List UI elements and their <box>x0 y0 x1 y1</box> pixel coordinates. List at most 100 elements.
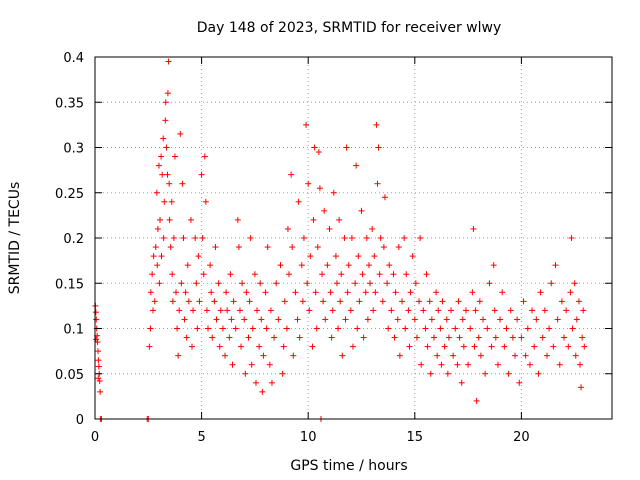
data-point <box>367 280 374 287</box>
data-point <box>309 343 316 350</box>
data-point <box>187 216 194 223</box>
data-point <box>395 244 402 251</box>
data-point <box>411 316 418 323</box>
data-point <box>289 244 296 251</box>
data-point <box>290 352 297 359</box>
data-point <box>150 253 157 260</box>
data-point <box>371 253 378 260</box>
data-point <box>470 225 477 232</box>
data-point <box>193 280 200 287</box>
data-point <box>163 144 170 151</box>
data-point <box>95 357 102 364</box>
data-point <box>249 325 256 332</box>
data-point <box>93 316 100 323</box>
data-point <box>180 235 187 241</box>
data-point <box>262 289 269 296</box>
data-point <box>321 207 328 214</box>
data-point <box>377 235 384 241</box>
data-point <box>396 352 403 359</box>
data-point <box>273 280 280 287</box>
data-point <box>336 216 343 223</box>
data-point <box>227 271 234 278</box>
data-point <box>332 253 339 260</box>
y-tick-label: 0.1 <box>63 323 84 338</box>
data-point <box>149 307 156 314</box>
data-point <box>93 336 100 343</box>
data-point <box>450 352 457 359</box>
data-point <box>522 352 529 359</box>
x-tick-label: 15 <box>407 430 424 445</box>
data-point <box>579 334 586 341</box>
data-point <box>541 307 548 314</box>
data-point <box>503 325 510 332</box>
data-point <box>184 262 191 269</box>
data-point <box>546 325 553 332</box>
data-point <box>424 343 431 350</box>
data-point <box>246 298 253 305</box>
data-point <box>580 307 587 314</box>
data-point <box>260 352 267 359</box>
data-point <box>307 253 314 260</box>
data-point <box>219 325 226 332</box>
data-point <box>572 352 579 359</box>
data-point <box>437 325 444 332</box>
data-point <box>95 363 102 370</box>
data-point <box>356 298 363 305</box>
data-point <box>401 235 408 241</box>
data-point <box>344 289 351 296</box>
data-point <box>491 307 498 314</box>
data-point <box>190 307 197 314</box>
data-point <box>256 343 263 350</box>
data-point <box>548 280 555 287</box>
data-point <box>183 334 190 341</box>
data-point <box>556 361 563 368</box>
x-tick-label: 0 <box>91 430 99 445</box>
data-point <box>235 244 242 251</box>
data-point <box>405 307 412 314</box>
data-point <box>475 334 482 341</box>
y-tick-label: 0.25 <box>55 187 84 202</box>
data-point <box>238 343 245 350</box>
data-point <box>417 235 424 241</box>
data-point <box>165 58 172 65</box>
data-point <box>158 153 165 160</box>
data-point <box>342 316 349 323</box>
data-point <box>354 325 361 332</box>
data-point <box>443 316 450 323</box>
data-point <box>543 352 550 359</box>
data-point <box>97 388 104 395</box>
data-point <box>492 334 499 341</box>
data-point <box>456 334 463 341</box>
data-point <box>394 316 401 323</box>
data-point <box>167 244 174 251</box>
axis-ticks: 0 0.05 0.1 0.15 0.2 0.25 0.3 0.35 0.4 0 5 10 15 20 <box>55 51 612 445</box>
data-point <box>242 370 249 377</box>
data-point <box>157 216 164 223</box>
data-point <box>531 343 538 350</box>
data-point <box>467 325 474 332</box>
data-point <box>426 298 433 305</box>
data-point <box>281 298 288 305</box>
data-point <box>455 298 462 305</box>
y-tick-label: 0.4 <box>63 51 84 66</box>
y-tick-label: 0.05 <box>55 368 84 383</box>
data-point <box>348 235 355 241</box>
data-point <box>228 316 235 323</box>
data-point <box>353 162 360 169</box>
data-point <box>324 262 331 269</box>
data-point <box>185 298 192 305</box>
data-point <box>173 289 180 296</box>
data-point <box>484 325 491 332</box>
data-point <box>314 244 321 251</box>
data-point <box>507 307 514 314</box>
data-point <box>337 298 344 305</box>
data-point <box>339 352 346 359</box>
data-point <box>299 298 306 305</box>
data-point <box>300 235 307 241</box>
data-point <box>292 289 299 296</box>
data-point <box>164 90 171 97</box>
data-point <box>338 271 345 278</box>
data-point <box>384 280 391 287</box>
data-point <box>239 280 246 287</box>
data-point <box>174 325 181 332</box>
